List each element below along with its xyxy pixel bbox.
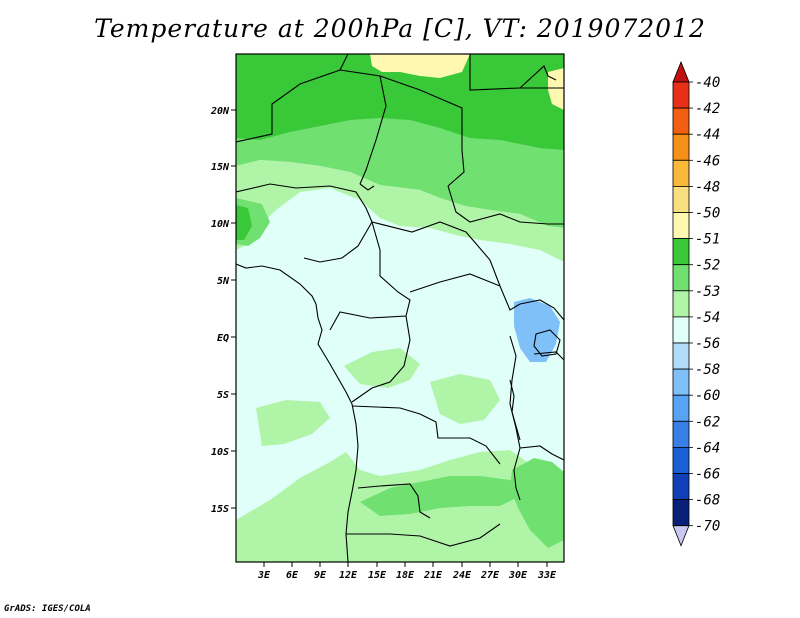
- lat-tick-label: 5S: [217, 390, 229, 401]
- plot-frame: [235, 53, 565, 563]
- field-m54-southwest-coast: [256, 400, 330, 446]
- colorbar-top-arrow: [672, 60, 690, 83]
- colorbar-swatch: [672, 107, 690, 135]
- chart-title: Temperature at 200hPa [C], VT: 201907201…: [94, 14, 706, 43]
- border-congo-drc: [351, 315, 411, 403]
- field-m51-north: [370, 54, 470, 78]
- lon-tick-label: 27E: [480, 570, 500, 581]
- colorbar-label: -40: [695, 75, 720, 91]
- lat-tick-label: 15N: [211, 162, 230, 173]
- lat-tick-label: 15S: [211, 504, 229, 515]
- colorbar-swatch: [672, 368, 690, 396]
- colorbar-swatch: [672, 212, 690, 240]
- border-car: [409, 273, 521, 311]
- longitude-axis: 3E 6E 9E 12E 15E 18E 21E 24E 27E 30E 33E: [257, 562, 557, 581]
- colorbar-label: -52: [695, 258, 720, 274]
- border-chad-sudan: [469, 54, 564, 91]
- colorbar-bottom-arrow: [672, 525, 690, 547]
- colorbar-swatch: [672, 290, 690, 318]
- border-mali-niger: [339, 69, 387, 185]
- colorbar-label: -62: [695, 414, 720, 430]
- colorbar-swatch: [672, 394, 690, 422]
- colorbar-swatch: [672, 185, 690, 213]
- field-m54-sahel: [236, 160, 564, 262]
- lon-tick-label: 12E: [339, 570, 358, 581]
- border-cameroon: [329, 221, 411, 331]
- border-nigeria: [236, 183, 373, 263]
- lon-tick-label: 15E: [368, 570, 387, 581]
- border-angola-namibia: [346, 523, 501, 547]
- colorbar-label: -64: [695, 440, 720, 456]
- colorbar-swatch: [672, 420, 690, 448]
- coastline-west-africa: [236, 263, 359, 562]
- colorbar-swatch: [672, 264, 690, 292]
- colorbar-label: -53: [695, 284, 720, 300]
- lat-tick-label: 10N: [211, 219, 230, 230]
- colorbar-label: -54: [695, 310, 720, 326]
- lon-tick-label: 6E: [286, 570, 299, 581]
- colorbar-label: -56: [695, 336, 720, 352]
- lon-tick-label: 24E: [452, 570, 472, 581]
- border-drc-angola: [351, 405, 501, 465]
- temperature-field: [236, 54, 564, 562]
- colorbar-label: -42: [695, 101, 720, 117]
- colorbar-swatch: [672, 159, 690, 187]
- latitude-axis: 20N 15N 10N 5N EQ 5S 10S 15S: [210, 106, 236, 515]
- colorbar-swatch: [672, 316, 690, 344]
- colorbar-swatch: [672, 238, 690, 266]
- lat-tick-label: 10S: [211, 447, 229, 458]
- border-sudan-south: [447, 185, 564, 225]
- lake-chad: [359, 183, 375, 191]
- field-m54-east: [430, 374, 500, 424]
- border-angola-zambia: [357, 483, 431, 519]
- lon-tick-label: 33E: [537, 570, 557, 581]
- field-m53-south: [360, 476, 520, 516]
- colorbar-swatch: [672, 81, 690, 109]
- border-chad-car: [371, 221, 501, 287]
- colorbar-swatch: [672, 342, 690, 370]
- colorbar-label: -58: [695, 362, 720, 378]
- lake-tanganyika: [509, 379, 521, 441]
- colorbar-label: -51: [695, 232, 720, 248]
- border-east-nile: [519, 65, 557, 89]
- colorbar-label: -48: [695, 179, 720, 195]
- colorbar: -40 -42 -44 -46 -48 -50 -51 -52 -53 -54 -56 -58 -60 -…: [672, 60, 720, 547]
- lon-tick-label: 30E: [508, 570, 528, 581]
- colorbar-swatch: [672, 499, 690, 527]
- field-m58-east: [514, 298, 560, 362]
- colorbar-label: -44: [695, 127, 720, 143]
- lon-tick-label: 9E: [314, 570, 327, 581]
- border-niger-chad: [379, 75, 465, 187]
- field-m52-west: [236, 205, 252, 240]
- lat-tick-label: 5N: [217, 276, 230, 287]
- lake-victoria: [533, 329, 561, 357]
- field-m54-congo: [344, 348, 420, 388]
- colorbar-label: -60: [695, 388, 720, 404]
- colorbar-label: -70: [695, 519, 720, 535]
- colorbar-label: -46: [695, 153, 720, 169]
- lon-tick-label: 21E: [423, 570, 443, 581]
- colorbar-swatch: [672, 133, 690, 161]
- lat-tick-label: 20N: [210, 106, 230, 117]
- colorbar-swatch: [672, 473, 690, 501]
- colorbar-label: -66: [695, 467, 720, 483]
- border-mauritania-mali: [236, 54, 349, 143]
- borders: [236, 54, 564, 562]
- field-m53-southeast: [510, 458, 564, 548]
- lat-tick-label: EQ: [217, 333, 229, 344]
- colorbar-label: -50: [695, 206, 720, 222]
- lon-tick-label: 3E: [257, 570, 271, 581]
- credit-label: GrADS: IGES/COLA: [4, 604, 91, 614]
- colorbar-label: -68: [695, 493, 720, 509]
- colorbar-swatch: [672, 446, 690, 474]
- lon-tick-label: 18E: [396, 570, 415, 581]
